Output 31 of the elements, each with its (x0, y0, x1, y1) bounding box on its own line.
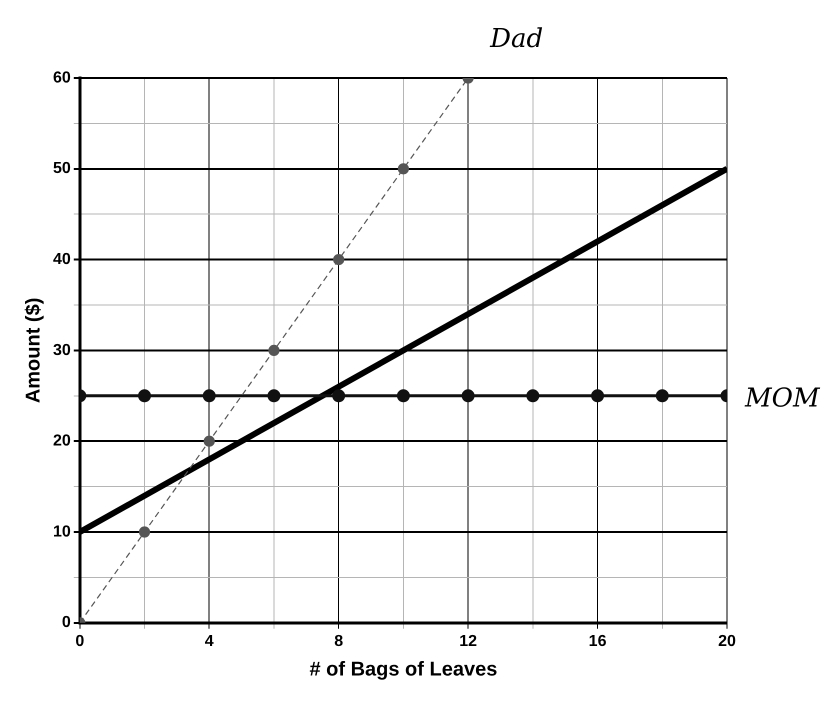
y-tick-label: 20 (53, 432, 71, 450)
point (462, 389, 475, 402)
x-tick-label: 0 (75, 632, 84, 650)
x-axis-title: # of Bags of Leaves (309, 658, 498, 681)
y-tick-label: 40 (53, 251, 71, 268)
series-label: Dad (489, 24, 544, 54)
point (396, 389, 410, 402)
y-tick-label: 0 (62, 614, 71, 632)
x-tick-label: 8 (334, 632, 344, 650)
y-axis-title: Amount ($) (22, 298, 45, 404)
point (138, 389, 152, 402)
x-tick-label: 4 (204, 632, 214, 650)
point (267, 389, 280, 402)
y-tick-label: 60 (53, 69, 71, 86)
y-tick-label: 50 (53, 160, 71, 178)
series-label: MOM (744, 384, 821, 414)
point (526, 389, 540, 402)
x-tick-label: 12 (459, 632, 478, 650)
point (202, 389, 216, 402)
point (204, 436, 215, 447)
point (656, 389, 669, 402)
point (138, 526, 150, 538)
y-tick-label: 10 (53, 523, 71, 540)
x-tick-label: 16 (588, 632, 607, 650)
y-tick-label: 30 (53, 342, 71, 359)
point (332, 389, 346, 402)
point (333, 254, 344, 266)
point (268, 344, 280, 356)
x-tick-label: 20 (718, 632, 736, 650)
point (398, 163, 409, 174)
point (591, 389, 604, 402)
